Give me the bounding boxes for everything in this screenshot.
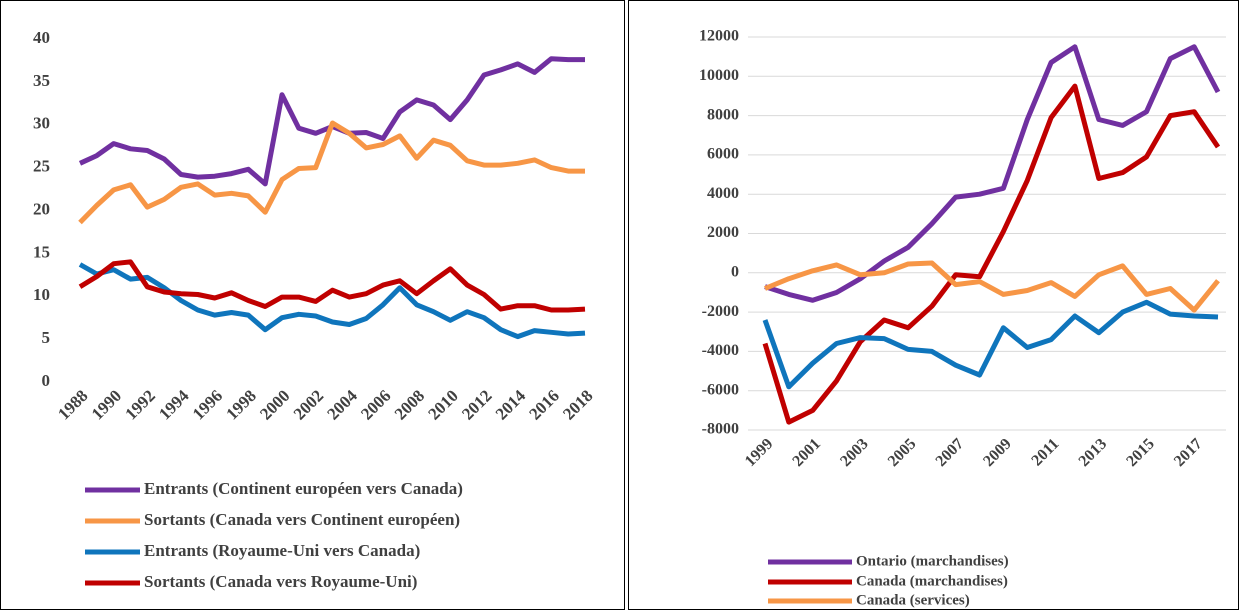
x-tick-label: 2002 [290, 386, 327, 423]
x-tick-label: 2011 [1029, 435, 1063, 469]
series-line [762, 83, 1221, 425]
x-tick-label: 1988 [54, 386, 91, 423]
legend-label: Sortants (Canada vers Continent européen… [144, 510, 460, 529]
x-tick-label: 2001 [789, 435, 824, 470]
y-tick-label: 10 [33, 285, 50, 304]
x-tick-label: 1996 [189, 386, 226, 423]
x-tick-label: 2017 [1171, 435, 1206, 470]
x-tick-label: 2007 [933, 435, 968, 470]
y-tick-label: 30 [33, 114, 50, 133]
x-tick-label: 1994 [155, 386, 193, 424]
legend-label: Entrants (Continent européen vers Canada… [144, 479, 463, 498]
series-line [764, 44, 1221, 303]
y-tick-label: 12000 [699, 28, 739, 45]
x-tick-label: 2004 [323, 386, 361, 424]
x-tick-label: 2000 [256, 386, 293, 423]
series-line [78, 120, 585, 225]
legend-label: Ontario (marchandises) [856, 553, 1009, 569]
y-tick-label: 40 [33, 28, 50, 47]
y-tick-label: -6000 [702, 381, 739, 398]
legend-label: Entrants (Royaume-Uni vers Canada) [144, 541, 420, 560]
x-tick-label: 1992 [121, 386, 158, 423]
y-tick-label: 5 [42, 328, 51, 347]
y-tick-label: 25 [33, 157, 50, 176]
x-tick-label: 2018 [559, 386, 596, 423]
x-tick-label: 2014 [492, 386, 530, 424]
legend-label: Canada (marchandises) [856, 573, 1008, 589]
y-tick-label: 10000 [699, 67, 739, 84]
y-tick-label: 4000 [707, 185, 739, 202]
y-tick-label: -8000 [702, 421, 739, 438]
x-tick-label: 2015 [1123, 435, 1158, 470]
series-line [78, 259, 586, 313]
x-tick-label: 2016 [525, 386, 562, 423]
x-tick-label: 2013 [1076, 435, 1111, 470]
y-tick-label: -4000 [702, 342, 739, 359]
y-tick-label: -2000 [702, 303, 739, 320]
y-tick-label: 20 [33, 199, 50, 218]
x-tick-label: 1998 [222, 386, 259, 423]
y-tick-label: 35 [33, 71, 50, 90]
x-tick-label: 2010 [424, 386, 461, 423]
legend-label: Canada (services) [856, 592, 970, 608]
series-line [762, 299, 1219, 390]
x-tick-label: 2005 [885, 435, 920, 470]
y-tick-label: 0 [731, 263, 739, 280]
x-tick-label: 2012 [458, 386, 495, 423]
series-line [764, 260, 1220, 313]
y-tick-label: 8000 [707, 106, 739, 123]
y-tick-label: 2000 [707, 224, 739, 241]
y-tick-label: 15 [33, 242, 50, 261]
y-tick-label: 6000 [707, 146, 739, 163]
x-tick-label: 1990 [88, 386, 125, 423]
x-tick-label: 2006 [357, 386, 394, 423]
x-tick-label: 2008 [391, 386, 428, 423]
x-tick-label: 2009 [980, 435, 1015, 470]
y-tick-label: 0 [42, 371, 51, 390]
x-tick-label: 1999 [742, 435, 777, 470]
x-tick-label: 2003 [837, 435, 872, 470]
legend-label: Sortants (Canada vers Royaume-Uni) [144, 572, 417, 591]
series-line [78, 262, 586, 340]
